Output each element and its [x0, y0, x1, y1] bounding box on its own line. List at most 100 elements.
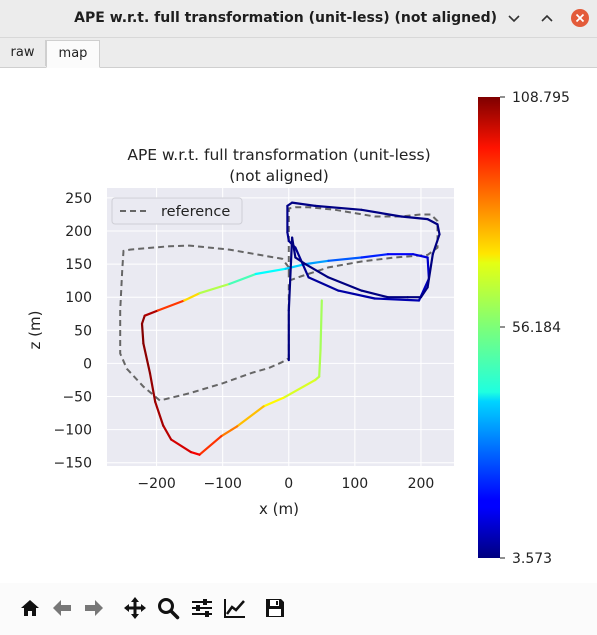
- plot-toolbar: [0, 583, 597, 635]
- x-tick-label: −200: [137, 476, 175, 492]
- estimate-trajectory-segment: [337, 289, 376, 300]
- estimate-trajectory-segment: [142, 342, 152, 375]
- line-chart-icon: [224, 599, 245, 618]
- estimate-trajectory-segment: [431, 233, 441, 256]
- estimate-trajectory-segment: [360, 208, 403, 218]
- window-title: APE w.r.t. full transformation (unit-les…: [74, 10, 497, 26]
- reference-trajectory: [119, 206, 439, 402]
- x-axis-label: x (m): [259, 500, 299, 518]
- colorbar-min-label: 3.573: [512, 551, 552, 567]
- window-titlebar: APE w.r.t. full transformation (unit-les…: [0, 0, 597, 38]
- x-tick-label: 100: [341, 476, 368, 492]
- y-tick-label: −150: [54, 456, 92, 472]
- figure-canvas: −200 −100 0 100 200 −150 −100 −50 0 50 100 150 200 25…: [0, 68, 597, 583]
- colorbar-max-label: 108.795: [512, 90, 570, 106]
- legend-reference-label: reference: [161, 204, 230, 220]
- chart: −200 −100 0 100 200 −150 −100 −50 0 50 100 150 200 25…: [26, 90, 570, 567]
- colorbar-mid-label: 56.184: [512, 320, 561, 336]
- y-tick-label: 0: [83, 356, 92, 372]
- y-axis-label: z (m): [26, 311, 44, 350]
- back-arrow-icon: [53, 600, 71, 616]
- estimate-trajectory-segment: [198, 435, 223, 456]
- y-tick-label: 200: [65, 224, 92, 240]
- y-tick-label: 50: [74, 323, 92, 339]
- chevron-up-icon: [541, 14, 553, 22]
- minimize-button[interactable]: [505, 9, 523, 27]
- estimate-trajectory-segment: [183, 292, 201, 302]
- estimate-trajectory-segment: [360, 253, 389, 259]
- y-tick-label: 150: [65, 257, 92, 273]
- tab-bar: raw map: [0, 38, 597, 68]
- y-tick-label: −50: [62, 390, 92, 406]
- x-tick-label: −100: [203, 476, 241, 492]
- pan-icon: [124, 597, 146, 619]
- tab-raw[interactable]: raw: [0, 40, 46, 66]
- home-button[interactable]: [18, 596, 42, 620]
- estimate-trajectory-segment: [314, 204, 363, 211]
- estimate-trajectory-segment: [426, 253, 434, 289]
- estimate-trajectory-segment: [304, 259, 330, 266]
- zoom-icon: [158, 598, 180, 620]
- maximize-button[interactable]: [538, 9, 556, 27]
- close-button[interactable]: [571, 9, 589, 27]
- estimate-trajectory-segment: [307, 276, 340, 292]
- estimate-trajectory-segment: [426, 218, 439, 226]
- estimate-trajectory-segment: [373, 297, 421, 302]
- estimate-trajectory-segment: [318, 349, 322, 378]
- estimate-trajectory-segment: [286, 231, 290, 243]
- estimate-trajectory-segment: [327, 276, 363, 292]
- x-tick-label: 200: [408, 476, 435, 492]
- estimate-trajectory-segment: [170, 438, 192, 454]
- estimate-trajectory-segment: [148, 372, 157, 403]
- estimate-trajectory-segment: [327, 256, 363, 262]
- plot-area: [107, 188, 454, 466]
- estimate-trajectory-segment: [220, 425, 239, 438]
- chevron-down-icon: [508, 15, 520, 23]
- estimate-trajectory-segment: [419, 286, 429, 299]
- y-tick-label: 250: [65, 191, 92, 207]
- estimate-trajectory-segment: [143, 309, 159, 317]
- edit-axis-button[interactable]: [223, 596, 247, 620]
- forward-button[interactable]: [82, 596, 106, 620]
- estimate-trajectory-segment: [291, 201, 317, 207]
- chart-title: APE w.r.t. full transformation (unit-les…: [127, 146, 430, 164]
- colorbar-gradient: [478, 97, 500, 558]
- x-tick-label: 0: [284, 476, 293, 492]
- estimate-trajectory-segment: [198, 282, 231, 295]
- estimate-trajectory-segment: [282, 378, 317, 399]
- estimate-trajectory-segment: [140, 322, 145, 345]
- sliders-icon: [192, 599, 212, 617]
- estimate-trajectory-segment: [360, 289, 389, 299]
- estimate-trajectory-segment: [140, 314, 146, 325]
- forward-arrow-icon: [85, 600, 103, 616]
- estimate-trajectory-segment: [162, 424, 173, 441]
- close-icon: [575, 13, 585, 23]
- y-tick-label: 100: [65, 290, 92, 306]
- estimate-trajectory-segment: [228, 272, 257, 286]
- estimate-trajectory-segment: [287, 236, 294, 312]
- colorbar: 108.795 56.184 3.573: [478, 90, 570, 567]
- tab-map[interactable]: map: [46, 40, 100, 68]
- home-icon: [21, 600, 39, 616]
- estimate-trajectory-segment: [154, 400, 165, 427]
- estimate-trajectory-segment: [189, 451, 201, 456]
- estimate-trajectory-segment: [254, 267, 287, 276]
- configure-subplots-button[interactable]: [190, 596, 214, 620]
- estimate-trajectory-segment: [262, 396, 285, 408]
- estimate-trajectory-segment: [400, 215, 429, 221]
- pan-button[interactable]: [123, 596, 147, 620]
- estimate-trajectory-segment: [319, 299, 323, 352]
- back-button[interactable]: [50, 596, 74, 620]
- legend: reference: [111, 197, 243, 225]
- save-icon: [266, 599, 284, 617]
- estimate-trajectory-segment: [236, 405, 265, 428]
- zoom-button[interactable]: [156, 596, 180, 620]
- y-tick-label: −100: [54, 423, 92, 439]
- estimate-trajectory-segment: [156, 299, 186, 312]
- save-button[interactable]: [263, 596, 287, 620]
- chart-subtitle: (not aligned): [229, 167, 329, 185]
- estimate-trajectory-segment: [294, 256, 307, 266]
- estimate-trajectory-segment: [436, 223, 441, 236]
- estimate-trajectory-segment: [304, 263, 330, 279]
- estimate-trajectory-segment: [411, 253, 429, 259]
